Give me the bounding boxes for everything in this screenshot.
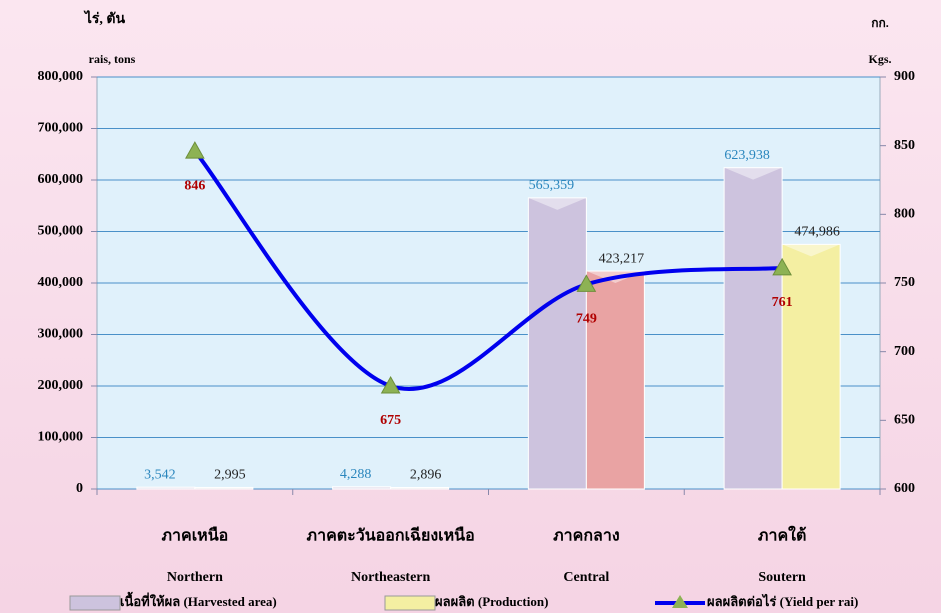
legend-label: เนื้อที่ให้ผล (Harvested area) <box>120 591 277 609</box>
y-tick-label: 500,000 <box>38 224 84 239</box>
y-tick-label: 0 <box>76 481 83 496</box>
value-label: 623,938 <box>724 148 770 163</box>
value-label: 3,542 <box>144 467 176 482</box>
legend-label: ผลผลิตต่อไร่ (Yield per rai) <box>707 593 858 609</box>
bar <box>723 167 783 490</box>
y2-tick-label: 900 <box>894 69 915 84</box>
value-label: 423,217 <box>599 251 645 266</box>
bar <box>781 243 841 490</box>
y2-tick-label: 800 <box>894 207 915 222</box>
value-label: 846 <box>184 178 205 193</box>
bar <box>332 486 392 490</box>
y2-title: กก. <box>871 16 889 30</box>
bar <box>585 270 645 490</box>
value-label: 474,986 <box>794 225 840 240</box>
bar-bevel <box>724 167 783 180</box>
line <box>193 149 783 391</box>
value-label: 761 <box>772 295 793 310</box>
x-tick-label: ภาคตะวันออกเฉียงเหนือ <box>307 526 475 545</box>
value-label: 565,359 <box>529 178 575 193</box>
x-tick-label: ภาคใต้ <box>758 526 806 545</box>
y-tick-label: 800,000 <box>38 69 84 84</box>
line-marker <box>576 274 597 292</box>
y2-tick-label: 850 <box>894 138 915 153</box>
x-tick-label: Central <box>563 570 609 585</box>
y2-tick-label: 600 <box>894 481 915 496</box>
value-label: 675 <box>380 413 401 428</box>
x-tick-label: ภาคกลาง <box>553 528 620 545</box>
line-marker <box>185 141 205 159</box>
x-tick-label: Northeastern <box>351 570 431 585</box>
y-title: ไร่, ตัน <box>83 9 126 27</box>
x-tick-label: ภาคเหนือ <box>161 527 228 545</box>
y2-tick-label: 650 <box>894 413 915 428</box>
legend-label: ผลผลิต (Production) <box>435 594 548 609</box>
line-marker <box>380 375 401 394</box>
bar <box>194 486 254 490</box>
value-label: 4,288 <box>340 467 372 482</box>
y-tick-label: 600,000 <box>38 172 84 187</box>
y-title: rais, tons <box>89 52 136 66</box>
y2-tick-label: 750 <box>894 275 915 290</box>
y-tick-label: 300,000 <box>38 327 84 342</box>
value-label: 2,896 <box>410 468 442 483</box>
value-label: 2,995 <box>214 468 246 483</box>
bar <box>390 487 450 490</box>
x-tick-label: Soutern <box>758 570 806 585</box>
line-marker <box>772 257 792 276</box>
legend-swatch <box>384 595 436 611</box>
y-tick-label: 700,000 <box>38 121 84 136</box>
y2-title: Kgs. <box>868 52 891 66</box>
legend-swatch <box>69 595 121 611</box>
y-tick-label: 100,000 <box>38 430 84 445</box>
y2-tick-label: 700 <box>894 344 915 359</box>
bar-bevel <box>782 244 841 257</box>
bar <box>136 486 196 490</box>
bar <box>527 197 587 490</box>
y-tick-label: 400,000 <box>38 275 84 290</box>
bar-bevel <box>528 197 587 210</box>
value-label: 749 <box>576 312 597 327</box>
legend-swatch <box>672 595 688 608</box>
x-tick-label: Northern <box>167 570 223 585</box>
y-tick-label: 200,000 <box>38 378 84 393</box>
